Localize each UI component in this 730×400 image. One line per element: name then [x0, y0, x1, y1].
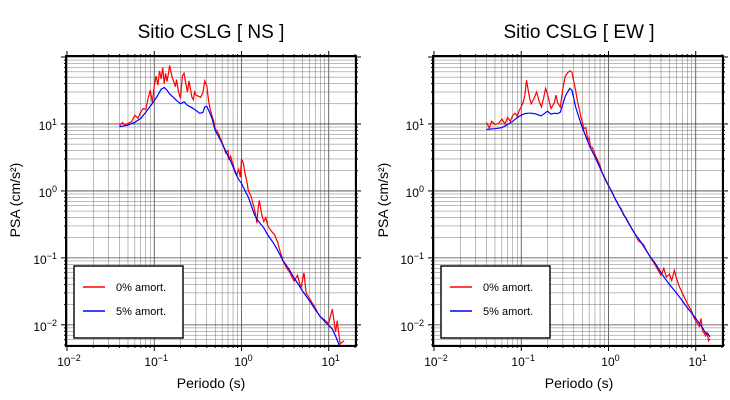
tick-label: 100	[234, 353, 252, 369]
panel-ew: Sitio CSLG [ EW ] Periodo (s) PSA (cm/s²…	[375, 22, 728, 391]
legend-label: 0% amort.	[116, 282, 166, 294]
tick-label: 101	[322, 353, 340, 369]
frame-ticks	[428, 51, 728, 351]
legend: 0% amort. 5% amort.	[440, 265, 551, 339]
legend-box	[440, 265, 551, 339]
x-axis-label: Periodo (s)	[545, 375, 613, 391]
series-line	[486, 87, 711, 338]
tick-label: 10−2	[57, 353, 81, 369]
tick-label: 10−2	[400, 318, 424, 334]
tick-label: 10−1	[144, 353, 168, 369]
panel-ns: Sitio CSLG [ NS ] Periodo (s) PSA (cm/s²…	[7, 22, 361, 391]
legend-label: 5% amort.	[116, 306, 166, 318]
tick-label: 10−2	[424, 353, 448, 369]
x-axis-label: Periodo (s)	[177, 375, 245, 391]
tick-label: 10−1	[33, 251, 57, 267]
tick-label: 10−2	[33, 318, 57, 334]
series-line	[485, 70, 711, 343]
legend-box	[73, 265, 184, 339]
frame-ticks	[61, 51, 361, 351]
tick-label: 101	[406, 117, 424, 133]
tick-label: 101	[689, 353, 707, 369]
tick-label: 10−1	[400, 251, 424, 267]
y-axis-label: PSA (cm/s²)	[7, 163, 23, 238]
chart-title: Sitio CSLG [ NS ]	[138, 22, 285, 43]
tick-label: 101	[39, 117, 57, 133]
tick-label: 100	[601, 353, 619, 369]
y-axis-label: PSA (cm/s²)	[375, 163, 391, 238]
tick-label: 100	[406, 184, 424, 200]
tick-label: 100	[39, 184, 57, 200]
legend-label: 0% amort.	[483, 282, 533, 294]
chart-title: Sitio CSLG [ EW ]	[504, 22, 655, 43]
tick-label: 10−1	[511, 353, 535, 369]
legend-label: 5% amort.	[483, 306, 533, 318]
series-line	[119, 86, 340, 345]
legend: 0% amort. 5% amort.	[73, 265, 184, 339]
